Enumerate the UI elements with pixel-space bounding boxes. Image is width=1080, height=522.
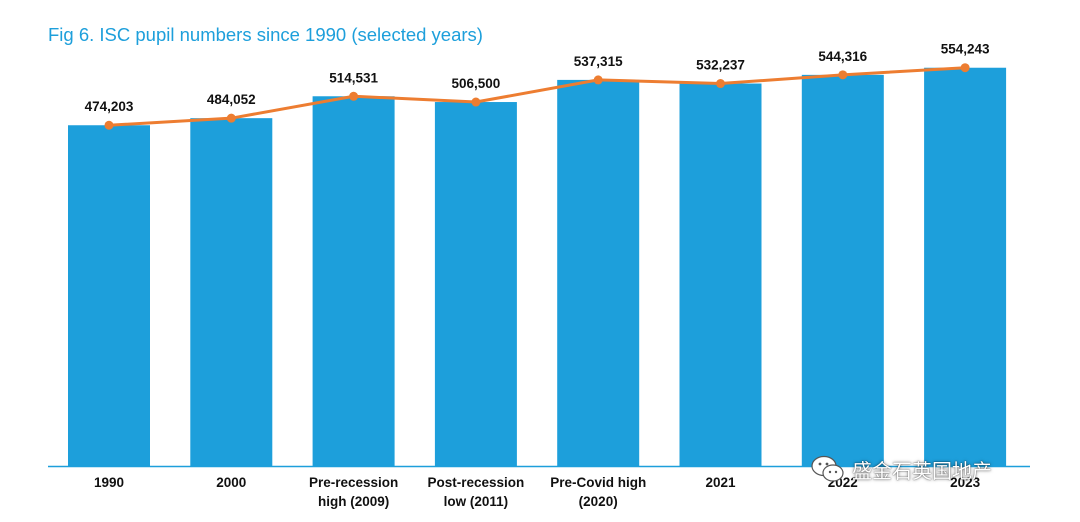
bar xyxy=(68,125,150,467)
trend-line xyxy=(108,66,966,127)
data-label: 514,531 xyxy=(329,70,378,85)
bar xyxy=(801,74,884,466)
x-tick-label: Post-recession low (2011) xyxy=(428,475,525,509)
value-labels-layer: 474,203 484,052 514,531 506,500 537,315 532,2… xyxy=(85,42,990,115)
line-point xyxy=(349,91,359,101)
wechat-icon xyxy=(811,455,844,482)
x-tick-label: 2023 xyxy=(950,475,981,490)
line-point xyxy=(593,75,603,85)
x-tick-label: Pre-Covid high (2020) xyxy=(550,475,646,509)
tick-labels-layer: 1990 2000 Pre-recession high (2009) Post-rec… xyxy=(94,475,981,509)
line-point xyxy=(226,113,236,123)
bar xyxy=(312,96,395,466)
data-label: 474,203 xyxy=(85,99,134,114)
data-label: 484,052 xyxy=(207,92,256,107)
bars-layer xyxy=(68,67,1007,467)
x-tick-label: 1990 xyxy=(94,475,124,490)
data-label: 532,237 xyxy=(696,58,745,73)
x-tick-label: 2000 xyxy=(216,475,246,490)
data-label: 537,315 xyxy=(574,54,623,69)
data-label: 554,243 xyxy=(941,42,990,57)
line-point xyxy=(838,70,848,80)
line-point xyxy=(104,120,114,130)
x-tick-label: 2021 xyxy=(705,475,736,490)
data-label: 506,500 xyxy=(451,76,500,91)
watermark-text: 盛金石英国地产 xyxy=(852,458,992,483)
bar xyxy=(434,102,517,466)
bar xyxy=(924,67,1007,467)
line-point xyxy=(471,97,481,107)
watermark: 盛金石英国地产 xyxy=(810,454,992,484)
bar xyxy=(557,79,640,467)
bar xyxy=(679,83,762,466)
bar xyxy=(190,118,273,467)
line-point xyxy=(960,63,970,73)
line-layer xyxy=(104,63,970,130)
x-tick-label: Pre-recession high (2009) xyxy=(309,475,398,509)
chart-title: Fig 6. ISC pupil numbers since 1990 (sel… xyxy=(48,24,483,45)
line-point xyxy=(716,79,725,89)
data-label: 544,316 xyxy=(818,49,867,64)
